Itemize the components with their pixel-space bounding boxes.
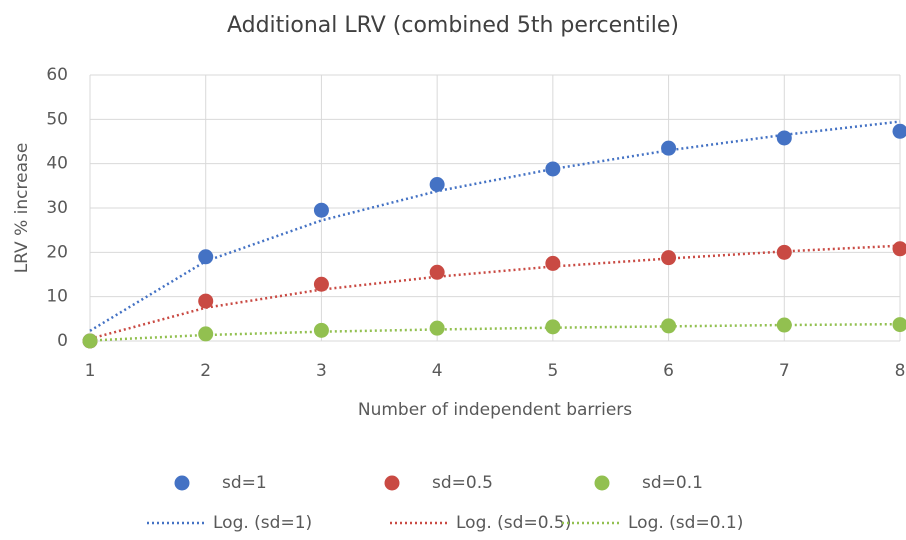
y-tick-label: 30 [46, 198, 68, 218]
point [776, 130, 792, 146]
point [198, 326, 214, 342]
point [545, 161, 561, 177]
x-tick-label: 4 [432, 361, 443, 381]
trendline [89, 120, 901, 332]
point [776, 317, 792, 333]
point [545, 319, 561, 335]
x-tick-label: 8 [895, 361, 906, 381]
point [661, 140, 677, 156]
point [545, 255, 561, 271]
legend-label: Log. (sd=0.5) [456, 513, 571, 533]
point [198, 293, 214, 309]
y-tick-label: 0 [57, 331, 68, 351]
chart-title: Additional LRV (combined 5th percentile) [227, 13, 679, 38]
point [661, 318, 677, 334]
point [892, 317, 906, 333]
legend-swatch [174, 475, 190, 491]
point [892, 241, 906, 257]
x-axis-label: Number of independent barriers [358, 400, 632, 420]
point [429, 264, 445, 280]
y-tick-label: 40 [46, 154, 68, 174]
y-axis-label: LRV % increase [12, 143, 32, 274]
point [776, 244, 792, 260]
legend-label: Log. (sd=0.1) [628, 513, 743, 533]
trendline [89, 244, 901, 340]
x-tick-label: 2 [200, 361, 211, 381]
point [313, 276, 329, 292]
x-tick-label: 7 [779, 361, 790, 381]
legend-label: sd=0.5 [432, 473, 493, 493]
legend-label: sd=0.1 [642, 473, 703, 493]
point [82, 333, 98, 349]
point [892, 123, 906, 139]
point [313, 202, 329, 218]
legend-swatch [384, 475, 400, 491]
legend-swatch [594, 475, 610, 491]
x-tick-label: 1 [85, 361, 96, 381]
y-tick-label: 60 [46, 65, 68, 85]
point [313, 322, 329, 338]
legend-label: sd=1 [222, 473, 267, 493]
point [429, 177, 445, 193]
y-tick-label: 10 [46, 287, 68, 307]
x-tick-label: 6 [663, 361, 674, 381]
y-tick-label: 20 [46, 242, 68, 262]
trendline [89, 322, 901, 342]
legend-label: Log. (sd=1) [213, 513, 312, 533]
x-tick-label: 5 [547, 361, 558, 381]
point [198, 249, 214, 265]
x-tick-label: 3 [316, 361, 327, 381]
point [661, 250, 677, 266]
y-tick-label: 50 [46, 109, 68, 129]
point [429, 320, 445, 336]
